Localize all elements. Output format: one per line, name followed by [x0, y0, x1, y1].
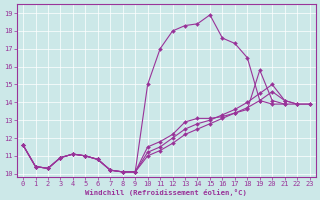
- X-axis label: Windchill (Refroidissement éolien,°C): Windchill (Refroidissement éolien,°C): [85, 189, 247, 196]
